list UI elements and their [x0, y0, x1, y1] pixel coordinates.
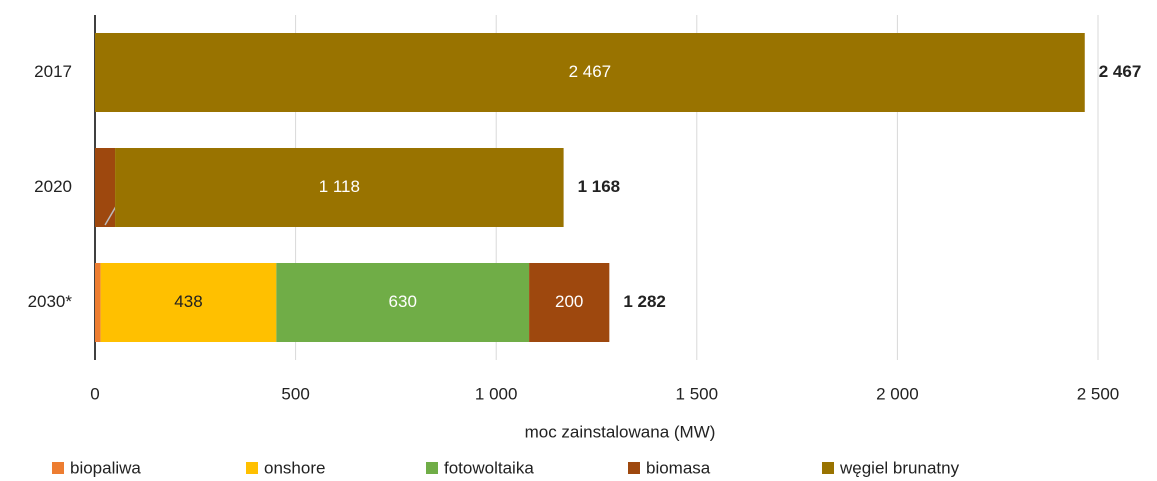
x-tick-label: 2 500: [1077, 384, 1120, 403]
bar-segment: [115, 148, 564, 227]
legend-label: fotowoltaika: [444, 458, 534, 477]
data-label: 630: [389, 292, 417, 311]
legend-label: biopaliwa: [70, 458, 141, 477]
legend-swatch: [246, 462, 258, 474]
x-tick-label: 500: [281, 384, 309, 403]
legend-swatch: [52, 462, 64, 474]
legend-swatch: [628, 462, 640, 474]
data-label: 438: [174, 292, 202, 311]
total-label: 2 467: [1099, 62, 1142, 81]
bar-segment: [95, 148, 116, 227]
legend-swatch: [426, 462, 438, 474]
legend-swatch: [822, 462, 834, 474]
legend-label: biomasa: [646, 458, 711, 477]
x-tick-label: 0: [90, 384, 99, 403]
total-label: 1 168: [578, 177, 621, 196]
total-label: 1 282: [623, 292, 666, 311]
bar-segment: [95, 263, 101, 342]
x-tick-label: 2 000: [876, 384, 919, 403]
x-tick-label: 1 000: [475, 384, 518, 403]
bar-segment: [100, 263, 277, 342]
bar-segment: [95, 33, 1085, 112]
bar-segment: [276, 263, 530, 342]
data-label: 2 467: [569, 62, 612, 81]
y-tick-label: 2030*: [28, 292, 73, 311]
legend-label: węgiel brunatny: [839, 458, 960, 477]
y-tick-label: 2020: [34, 177, 72, 196]
y-tick-label: 2017: [34, 62, 72, 81]
data-label: 1 118: [319, 177, 360, 196]
x-tick-label: 1 500: [676, 384, 719, 403]
data-label: 200: [555, 292, 583, 311]
x-axis-title: moc zainstalowana (MW): [525, 422, 716, 441]
legend-label: onshore: [264, 458, 325, 477]
bar-segment: [529, 263, 610, 342]
